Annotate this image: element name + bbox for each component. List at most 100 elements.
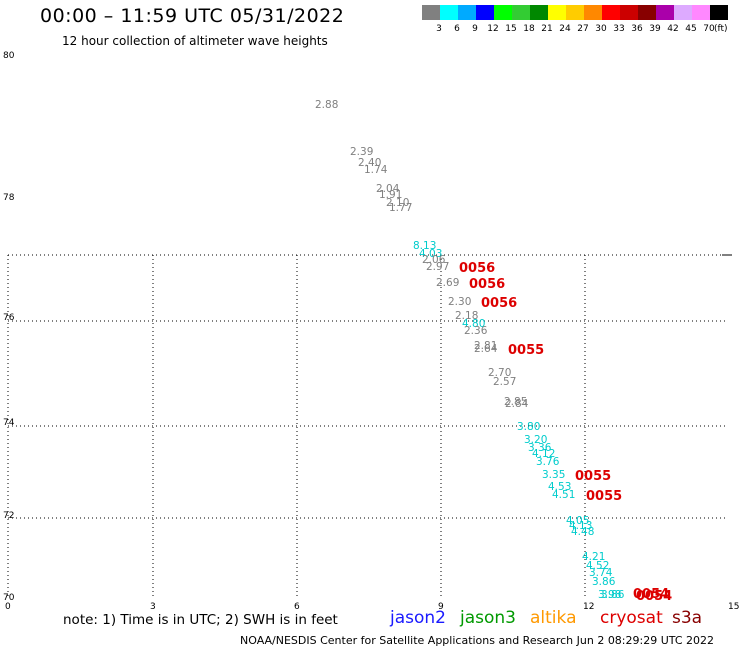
legend-unit: (ft)	[714, 24, 728, 34]
swh-value: 3.35	[542, 469, 565, 481]
legend-label: 12	[487, 24, 499, 34]
longitude-label: 3	[150, 602, 156, 612]
swh-value: 4.21	[582, 551, 605, 563]
swh-value: 2.10	[386, 197, 409, 209]
legend-swatch	[602, 5, 620, 20]
swh-value: 8.13	[413, 240, 436, 252]
swh-value: 2.36	[464, 325, 488, 337]
swh-value: 3.74	[589, 567, 613, 579]
legend-swatch	[548, 5, 566, 20]
legend-label: 18	[523, 24, 535, 34]
swh-value: 2.40	[358, 157, 381, 169]
latitude-label: 78	[3, 193, 15, 203]
swh-value: 2.81	[474, 340, 497, 352]
swh-value: 4.52	[586, 560, 609, 572]
legend-swatch	[710, 5, 728, 20]
pass-time-label: 0056	[469, 277, 505, 292]
graticule	[7, 254, 732, 598]
pass-time-label: 0054	[636, 589, 672, 604]
swh-value: 2.06	[422, 254, 446, 266]
legend-swatch	[638, 5, 656, 20]
legend-swatch	[458, 5, 476, 20]
swh-value: 3.98	[598, 589, 621, 601]
legend-label: 42	[667, 24, 679, 34]
swh-track: 2.88 2.392.401.74 2.041.912.101.77 8.134.03…	[315, 99, 625, 601]
swh-value: 3.80	[517, 421, 540, 433]
legend-swatch	[692, 5, 710, 20]
legend-swatch	[620, 5, 638, 20]
swh-value: 2.18	[455, 310, 478, 322]
satellite-jason2: jason2	[390, 608, 446, 628]
legend-swatch	[422, 5, 440, 20]
satellite-cryosat: cryosat	[600, 608, 663, 628]
pass-time-label: 0055	[508, 343, 544, 358]
legend-swatch	[440, 5, 458, 20]
swh-value: 2.88	[315, 99, 338, 111]
legend-label: 3	[436, 24, 442, 34]
swh-value: 2.04	[376, 183, 400, 195]
swh-value: 2.57	[493, 376, 516, 388]
page-subtitle: 12 hour collection of altimeter wave hei…	[62, 34, 328, 48]
legend-label: 6	[454, 24, 460, 34]
swh-value: 3.20	[524, 434, 547, 446]
swh-value: 2.30	[448, 296, 471, 308]
latitude-label: 72	[3, 511, 14, 521]
swh-value: 1.91	[379, 189, 402, 201]
longitude-label: 12	[583, 602, 594, 612]
pass-time-label: 0056	[481, 296, 517, 311]
longitude-label: 15	[728, 602, 739, 612]
swh-value: 4.48	[571, 526, 594, 538]
swh-value: 2.69	[436, 277, 459, 289]
legend-label: 33	[613, 24, 625, 34]
longitude-label: 9	[438, 602, 444, 612]
swh-value: 4.51	[552, 489, 575, 501]
legend-swatch	[494, 5, 512, 20]
satellite-s3a: s3a	[672, 608, 703, 628]
legend-swatch	[584, 5, 602, 20]
swh-value: 4.05	[566, 515, 589, 527]
swh-value: 3.86	[592, 576, 616, 588]
legend-label: 21	[541, 24, 553, 34]
pass-time-label: 0055	[575, 469, 611, 484]
longitude-label: 6	[294, 602, 300, 612]
latitude-label: 74	[3, 418, 15, 428]
pass-time-label: 0055	[586, 489, 622, 504]
legend-label: 36	[631, 24, 643, 34]
latitude-label: 80	[3, 51, 15, 61]
longitude-label: 0	[5, 602, 11, 612]
swh-value: 3.76	[536, 456, 560, 468]
legend-label: 30	[595, 24, 607, 34]
swh-value: 4.03	[419, 248, 442, 260]
footnote: note: 1) Time is in UTC; 2) SWH is in fe…	[63, 612, 338, 628]
swh-value: 1.77	[389, 202, 412, 214]
legend-label: 45	[685, 24, 697, 34]
legend-label: 15	[505, 24, 517, 34]
legend-label: 39	[649, 24, 661, 34]
latitude-label: 70	[3, 593, 15, 603]
swh-value: 2.64	[474, 343, 498, 355]
legend-label: 70	[703, 24, 715, 34]
pass-time-label: 0054	[633, 587, 669, 602]
legend-swatch	[530, 5, 548, 20]
legend-label: 24	[559, 24, 571, 34]
swh-value: 2.39	[350, 146, 373, 158]
swh-value: 4.80	[462, 318, 485, 330]
swh-value: 3.36	[528, 442, 552, 454]
swh-value: 3.86	[601, 589, 625, 601]
swh-value: 2.97	[426, 261, 449, 273]
swh-value: 4.53	[548, 481, 571, 493]
satellite-altika: altika	[530, 608, 577, 628]
latitude-axis: 80 78 76 74 72 70	[3, 51, 15, 603]
legend-swatch	[674, 5, 692, 20]
page-title: 00:00 – 11:59 UTC 05/31/2022	[40, 5, 345, 27]
satellite-jason3: jason3	[460, 608, 516, 628]
latitude-label: 76	[3, 313, 15, 323]
legend-label: 9	[472, 24, 478, 34]
longitude-axis: 0 3 6 9 12 15	[5, 602, 739, 612]
swh-value: 2.70	[488, 367, 511, 379]
legend-swatch	[512, 5, 530, 20]
swh-value: 2.84	[505, 398, 529, 410]
swh-value: 4.13	[569, 520, 592, 532]
